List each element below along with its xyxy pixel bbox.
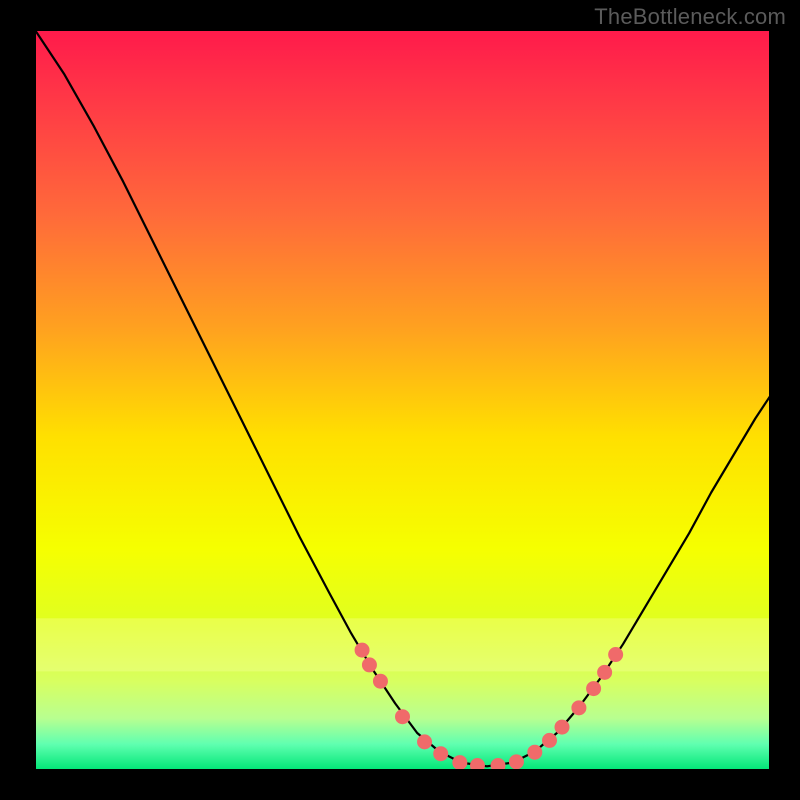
bottleneck-chart [0,0,800,800]
curve-marker [509,755,523,769]
good-zone-band [35,618,770,671]
curve-marker [555,720,569,734]
curve-marker [470,759,484,773]
curve-marker [598,665,612,679]
curve-marker [528,745,542,759]
curve-marker [434,747,448,761]
curve-marker [572,701,586,715]
watermark-text: TheBottleneck.com [594,4,786,30]
curve-marker [609,648,623,662]
curve-marker [396,710,410,724]
curve-marker [373,674,387,688]
curve-marker [418,735,432,749]
curve-marker [453,756,467,770]
curve-marker [362,658,376,672]
curve-marker [543,733,557,747]
curve-marker [491,759,505,773]
curve-marker [587,682,601,696]
curve-marker [355,643,369,657]
